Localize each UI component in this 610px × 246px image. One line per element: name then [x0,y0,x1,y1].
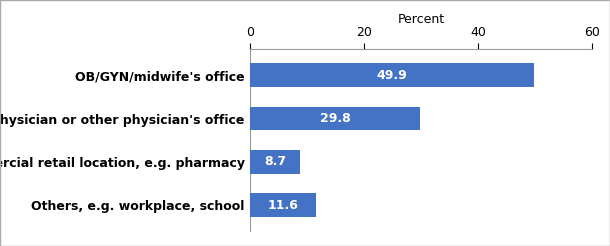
Bar [250,150,300,174]
Text: 29.8: 29.8 [320,112,350,125]
Bar [250,63,534,87]
Text: 8.7: 8.7 [264,155,286,169]
Bar [250,107,420,130]
X-axis label: Percent: Percent [397,13,445,26]
Text: 49.9: 49.9 [377,69,407,82]
Text: 11.6: 11.6 [268,199,298,212]
Bar [250,193,316,217]
